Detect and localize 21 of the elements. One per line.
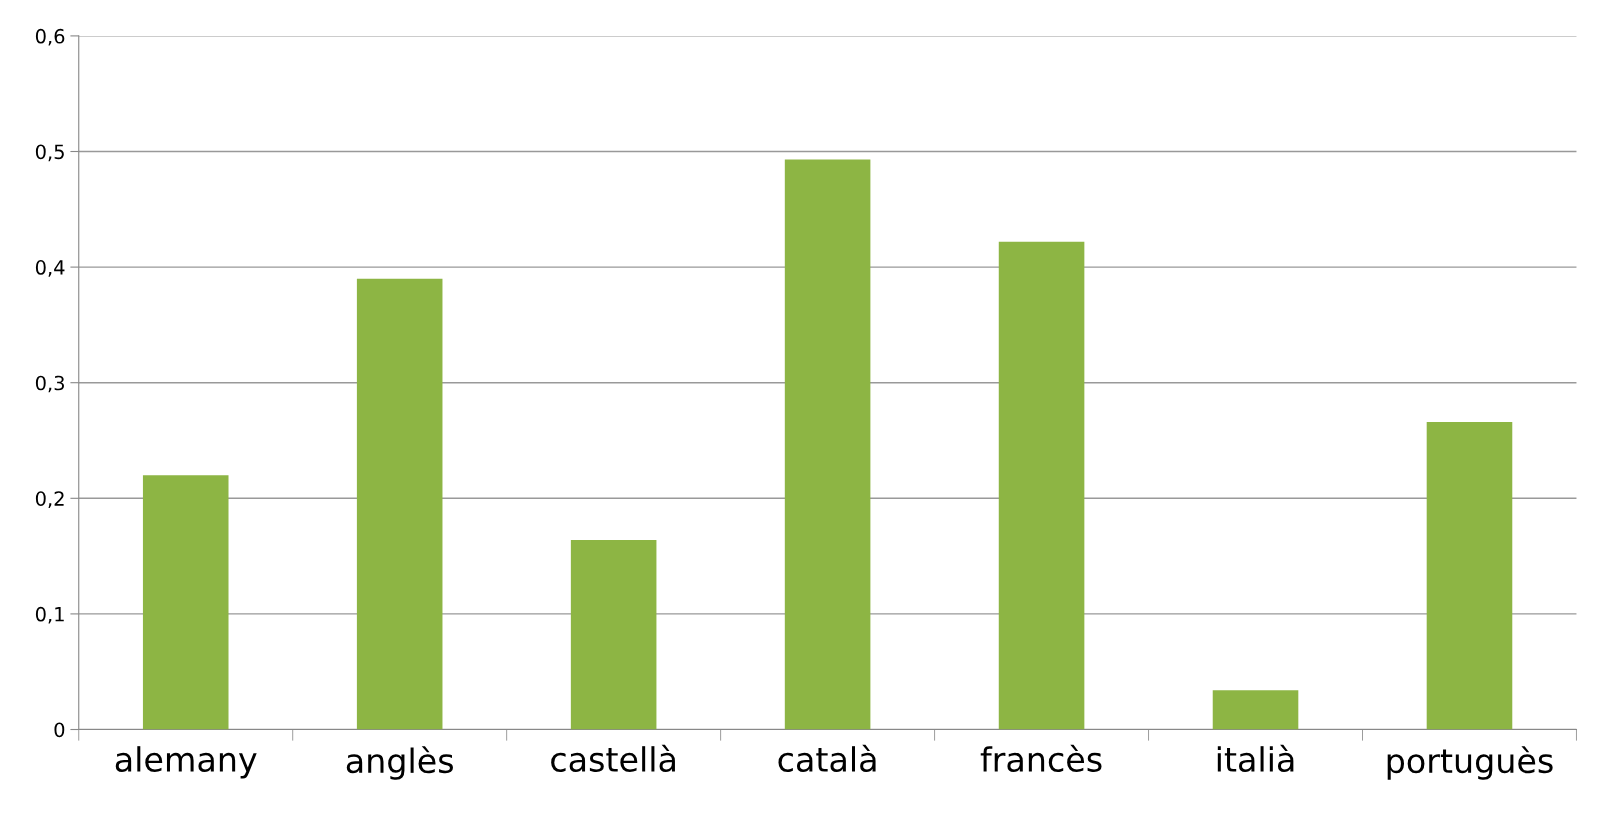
x-tick-label: alemany: [115, 746, 257, 779]
x-tick-label: portuguès: [1387, 746, 1553, 780]
y-tick-label: 0,1: [35, 606, 64, 624]
x-tick-label: castellà: [551, 744, 675, 772]
y-tick-label: 0,5: [35, 144, 64, 162]
x-tick-label: francès: [980, 744, 1102, 772]
y-tick-label: 0,2: [35, 491, 64, 508]
y-tick-label: 0,6: [35, 28, 65, 46]
bar: [784, 159, 871, 730]
y-tick-label: 0,3: [35, 375, 64, 393]
bar: [998, 241, 1085, 730]
bar: [356, 278, 443, 730]
x-tick-label: italià: [1217, 744, 1294, 772]
x-tick-label: català: [778, 744, 876, 772]
y-tick-label: 0,4: [35, 260, 65, 277]
x-tick-label: anglès: [346, 746, 453, 780]
bar: [1212, 690, 1299, 730]
bar: [570, 539, 657, 730]
bar: [1426, 422, 1513, 730]
bar: [142, 475, 229, 730]
y-tick-label: 0: [54, 722, 65, 738]
